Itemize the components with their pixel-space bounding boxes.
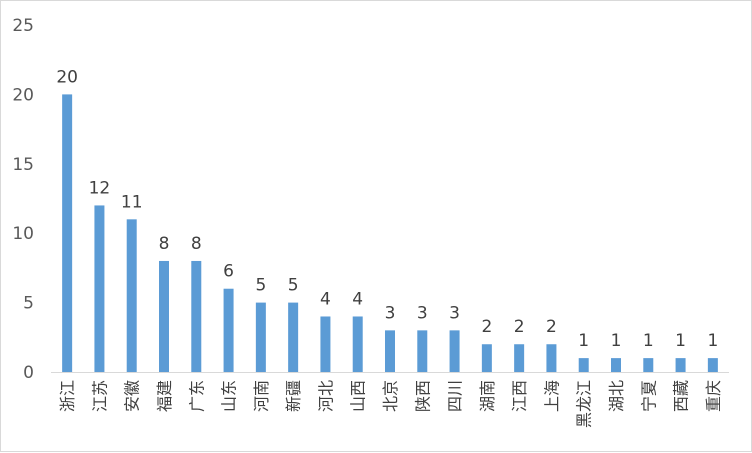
category-label: 山东 xyxy=(220,380,239,412)
y-tick-label: 5 xyxy=(23,294,34,314)
category-label: 河南 xyxy=(252,380,271,412)
category-label: 河北 xyxy=(316,380,335,412)
data-label: 12 xyxy=(89,178,111,198)
y-tick-label: 15 xyxy=(12,155,34,175)
bar xyxy=(320,316,331,372)
data-label: 4 xyxy=(320,289,331,309)
data-label: 2 xyxy=(514,317,525,337)
data-label: 2 xyxy=(546,317,557,337)
bar xyxy=(546,344,557,372)
category-label: 陕西 xyxy=(413,380,432,412)
data-label: 1 xyxy=(707,331,718,351)
bars xyxy=(62,94,718,373)
data-label: 6 xyxy=(223,262,234,282)
y-axis-tick-labels: 0 5 10 15 20 25 xyxy=(12,16,34,383)
bar xyxy=(611,358,621,372)
category-label: 浙江 xyxy=(58,380,77,412)
y-tick-label: 20 xyxy=(12,85,34,105)
y-tick-label: 10 xyxy=(12,224,34,244)
category-label: 广东 xyxy=(187,380,206,412)
bar xyxy=(578,358,589,372)
category-label: 安徽 xyxy=(123,380,142,412)
data-label: 5 xyxy=(255,276,266,296)
data-label: 2 xyxy=(481,317,492,337)
y-tick-label: 25 xyxy=(12,16,34,36)
bar xyxy=(675,358,686,372)
data-label: 5 xyxy=(288,276,299,296)
category-label: 上海 xyxy=(542,380,561,412)
bar xyxy=(255,302,266,372)
data-label: 1 xyxy=(611,331,622,351)
data-label: 1 xyxy=(643,331,654,351)
bar xyxy=(481,344,492,372)
category-labels: 浙江 江苏 安徽 福建 广东 山东 河南 新疆 河北 山西 北京 陕西 四川 湖南 江西 上海 黑龙江 湖北 宁夏西… xyxy=(58,380,723,428)
category-label: 湖南 xyxy=(478,380,497,412)
data-label: 1 xyxy=(675,331,686,351)
category-label: 山西 xyxy=(349,380,368,412)
data-label: 20 xyxy=(56,67,78,87)
bar xyxy=(417,330,428,372)
data-label: 8 xyxy=(191,234,202,254)
bar xyxy=(514,344,525,372)
bar xyxy=(126,219,137,372)
category-label: 新疆 xyxy=(284,380,303,412)
data-label: 1 xyxy=(578,331,589,351)
category-label: 黑龙江 xyxy=(575,380,594,428)
data-label: 3 xyxy=(417,303,428,323)
data-label: 11 xyxy=(121,192,143,212)
bar xyxy=(352,316,363,372)
category-label: 西藏 xyxy=(672,380,691,412)
bar xyxy=(288,302,299,372)
bar xyxy=(223,288,234,372)
bar xyxy=(385,330,395,372)
bar xyxy=(191,260,202,372)
category-label: 江苏 xyxy=(90,380,109,412)
category-label: 江西 xyxy=(510,380,529,412)
category-label: 湖北 xyxy=(607,380,626,412)
bar xyxy=(62,94,73,373)
data-label: 3 xyxy=(385,303,396,323)
category-label: 宁夏 xyxy=(639,380,658,412)
bar xyxy=(707,358,718,372)
bar xyxy=(94,205,105,372)
bar xyxy=(643,358,654,372)
bar xyxy=(449,330,460,372)
data-label: 4 xyxy=(352,289,363,309)
category-label: 福建 xyxy=(155,380,174,412)
y-tick-label: 0 xyxy=(23,363,34,383)
category-label: 重庆 xyxy=(704,380,723,412)
data-label: 3 xyxy=(449,303,460,323)
data-label: 8 xyxy=(159,234,170,254)
category-label: 四川 xyxy=(446,380,465,412)
category-label: 北京 xyxy=(381,380,400,412)
bar xyxy=(159,260,169,372)
